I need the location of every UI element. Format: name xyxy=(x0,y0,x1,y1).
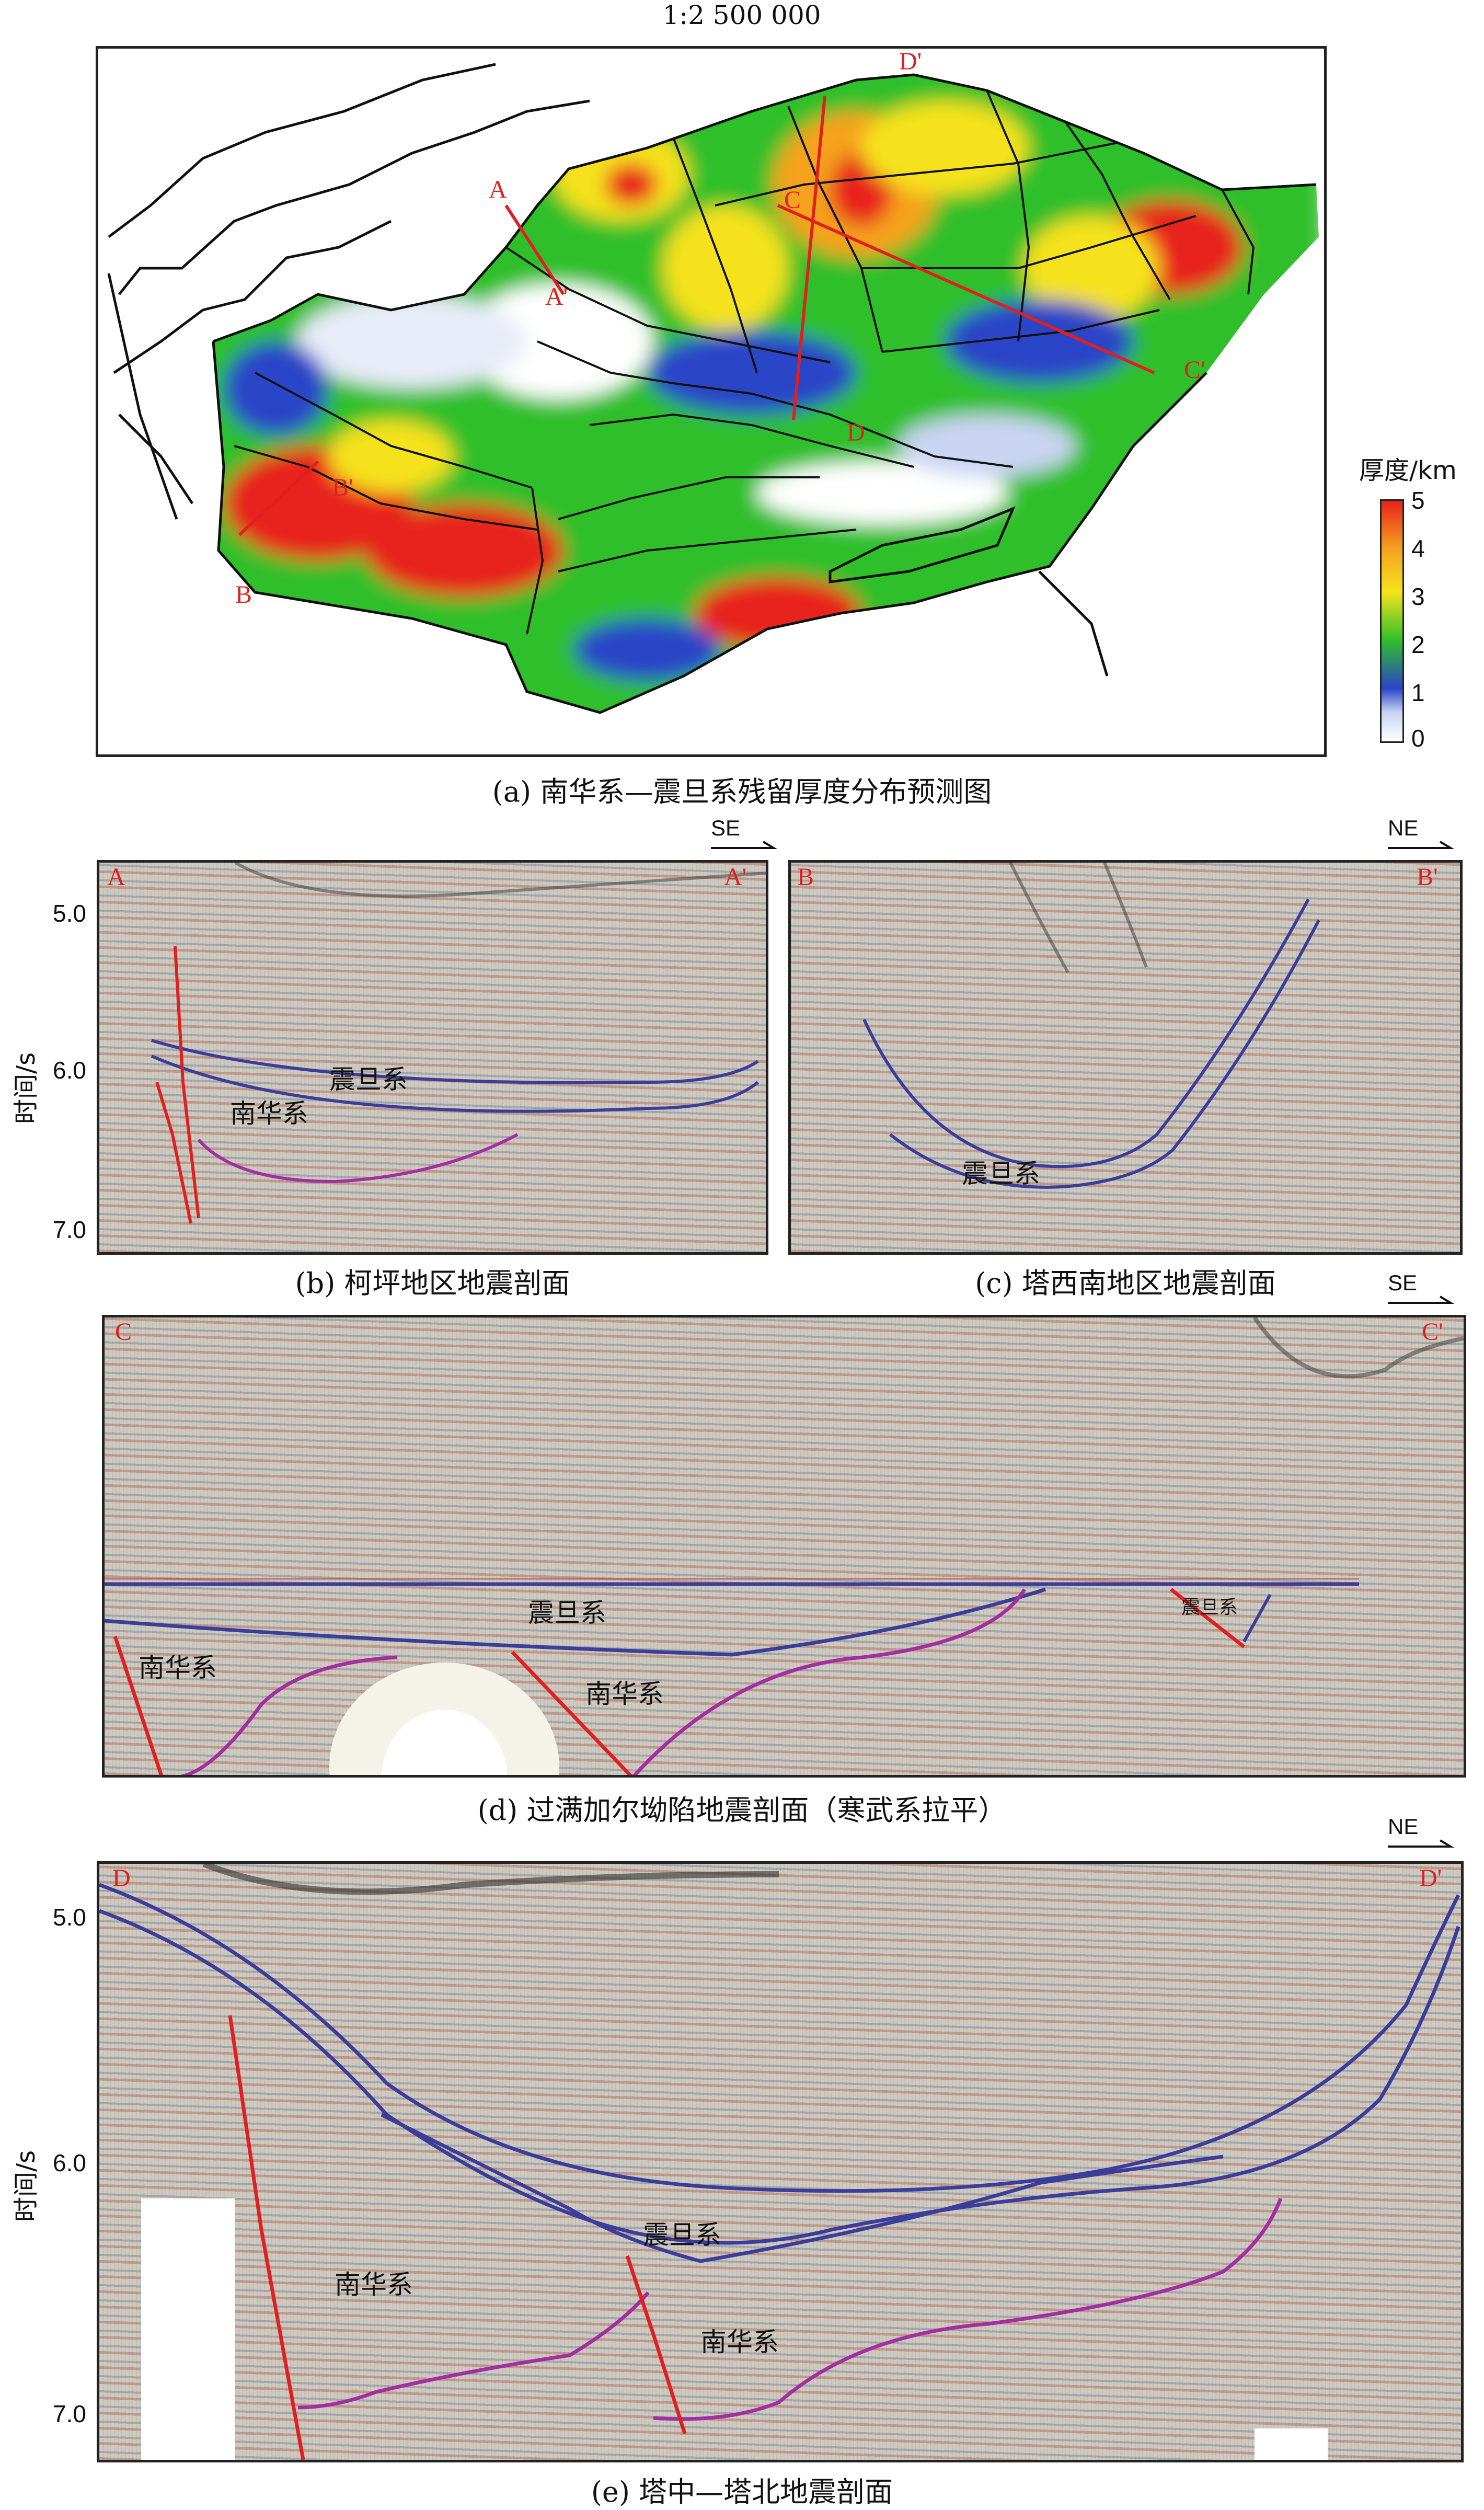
caption-a: (a) 南华系—震旦系残留厚度分布预测图 xyxy=(492,775,992,808)
section-lines xyxy=(238,95,1155,536)
e-tick-5: 5.0 xyxy=(53,1904,86,1931)
unit-b-nanhua: 南华系 xyxy=(230,1098,308,1129)
legend-colorbar xyxy=(1380,499,1404,743)
b-tick-7: 7.0 xyxy=(53,1216,86,1243)
fault-lines xyxy=(234,90,1255,635)
map-label-C: C xyxy=(784,186,801,214)
caption-b: (b) 柯坪地区地震剖面 xyxy=(295,1267,570,1300)
legend-tick-1: 1 xyxy=(1411,679,1425,706)
seismic-section-b xyxy=(97,860,768,1255)
label-b-start: A xyxy=(107,863,125,891)
map-scale: 1:2 500 000 xyxy=(662,0,821,30)
map-label-D-prime: D' xyxy=(899,48,922,75)
label-c-end: B' xyxy=(1417,863,1438,891)
caption-c: (c) 塔西南地区地震剖面 xyxy=(975,1267,1276,1300)
label-b-end: A' xyxy=(724,863,747,891)
unit-d-sinian-small: 震旦系 xyxy=(1181,1597,1238,1618)
map-label-D: D xyxy=(847,419,865,446)
map-label-B: B xyxy=(235,581,252,609)
unit-b-sinian: 震旦系 xyxy=(329,1064,408,1095)
map-label-A-prime: A' xyxy=(545,283,568,311)
thickness-map xyxy=(96,46,1327,757)
unit-d-nanhua-left: 南华系 xyxy=(139,1653,217,1683)
unit-d-nanhua-right: 南华系 xyxy=(585,1679,664,1709)
seismic-section-d xyxy=(102,1315,1466,1778)
b-tick-5: 5.0 xyxy=(53,900,86,927)
direction-c: NE xyxy=(1388,816,1456,850)
unit-e-nanhua-right: 南华系 xyxy=(700,2327,779,2357)
e-tick-6: 6.0 xyxy=(53,2149,86,2176)
legend-tick-3: 3 xyxy=(1411,583,1425,610)
map-label-A: A xyxy=(489,176,507,203)
legend-title: 厚度/km xyxy=(1359,456,1457,485)
thickness-fill xyxy=(213,75,1319,713)
legend-tick-4: 4 xyxy=(1411,535,1425,562)
e-y-label: 时间/s xyxy=(11,2150,41,2222)
seismic-section-e xyxy=(97,1861,1464,2462)
b-tick-6: 6.0 xyxy=(53,1057,86,1084)
b-y-label: 时间/s xyxy=(11,1052,41,1124)
coastline-outlines xyxy=(107,63,1317,714)
direction-e: NE xyxy=(1388,1814,1456,1849)
label-c-start: B xyxy=(797,863,814,891)
legend-tick-5: 5 xyxy=(1411,487,1425,514)
label-e-start: D xyxy=(112,1864,131,1892)
direction-d: SE xyxy=(1388,1270,1456,1305)
direction-b: SE xyxy=(711,816,779,850)
legend-tick-0: 0 xyxy=(1411,725,1425,752)
label-d-start: C xyxy=(115,1318,132,1346)
label-e-end: D' xyxy=(1419,1864,1442,1892)
unit-c-sinian: 震旦系 xyxy=(962,1159,1040,1189)
map-label-C-prime: C' xyxy=(1184,356,1205,384)
map-label-B-prime: B' xyxy=(332,474,353,501)
caption-d: (d) 过满加尔坳陷地震剖面（寒武系拉平） xyxy=(477,1794,1007,1827)
label-d-end: C' xyxy=(1422,1318,1443,1346)
caption-e: (e) 塔中—塔北地震剖面 xyxy=(591,2475,893,2508)
unit-e-nanhua-left: 南华系 xyxy=(335,2270,413,2300)
e-tick-7: 7.0 xyxy=(53,2400,86,2427)
unit-e-sinian: 震旦系 xyxy=(643,2220,721,2250)
unit-d-sinian: 震旦系 xyxy=(528,1598,606,1628)
seismic-section-c xyxy=(788,860,1463,1255)
legend-tick-2: 2 xyxy=(1411,631,1425,658)
